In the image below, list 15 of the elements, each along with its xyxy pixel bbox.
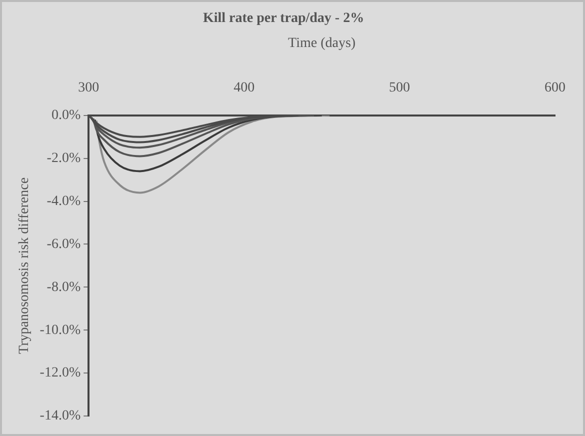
y-tick-label: -6.0% <box>46 236 81 252</box>
x-tick-label: 300 <box>78 80 100 96</box>
chart-title: Kill rate per trap/day - 2% <box>202 11 364 26</box>
x-tick-label: 600 <box>544 80 566 96</box>
x-tick-label: 500 <box>389 80 410 96</box>
y-tick-label: 0.0% <box>51 108 81 124</box>
y-axis-title: Trypanosomosis risk difference <box>17 177 32 354</box>
y-tick-label: -4.0% <box>46 194 81 209</box>
y-tick-label: -14.0% <box>40 408 81 424</box>
y-tick-label: -12.0% <box>40 366 81 381</box>
x-tick-label: 400 <box>234 80 255 96</box>
y-tick-label: -10.0% <box>40 322 81 338</box>
y-tick-label: -2.0% <box>46 151 81 166</box>
y-tick-label: -8.0% <box>46 280 81 295</box>
x-axis-title: Time (days) <box>288 36 356 51</box>
